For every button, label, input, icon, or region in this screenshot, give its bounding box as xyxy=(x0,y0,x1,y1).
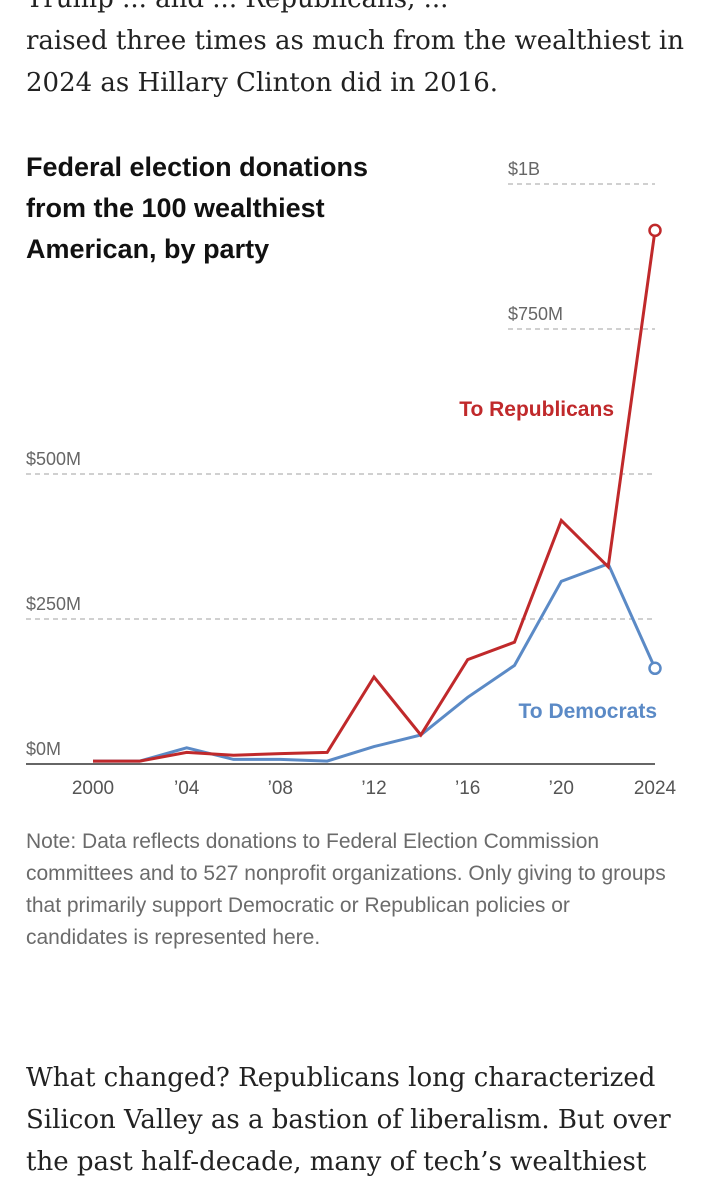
series-label-republicans: To Republicans xyxy=(459,398,614,421)
x-tick-label: ’08 xyxy=(268,778,293,799)
x-tick-label: ’16 xyxy=(455,778,480,799)
y-tick-label: $250M xyxy=(26,594,81,614)
series-endpoint-republicans xyxy=(648,223,662,238)
body-paragraph: What changed? Republicans long character… xyxy=(26,1063,671,1177)
y-tick-label: $500M xyxy=(26,449,81,469)
x-tick-label: ’04 xyxy=(174,778,200,799)
chart-title: Federal election donations from the 100 … xyxy=(26,152,369,264)
x-tick-label: ’20 xyxy=(549,778,574,799)
series-line-republicans xyxy=(93,230,657,763)
y-tick-label: $0M xyxy=(26,739,61,759)
series-line-democrats xyxy=(93,562,657,763)
intro-partial-line: Trump ... and ... Republicans, ... xyxy=(26,0,686,20)
intro-line-2: 2024 as Hillary Clinton did in 2016. xyxy=(26,68,499,98)
x-tick-label: 2000 xyxy=(72,778,114,799)
y-tick-label: $750M xyxy=(508,304,563,324)
chart-note: Note: Data reflects donations to Federal… xyxy=(26,830,666,949)
donations-line-chart: $0M $250M $500M $750M $1B 2000 ’04 ’08 ’12 ’16 ’20… xyxy=(26,159,677,799)
intro-line-1: raised three times as much from the weal… xyxy=(26,26,684,56)
series-endpoint-democrats xyxy=(648,661,662,676)
y-tick-label: $1B xyxy=(508,159,540,179)
intro-paragraph: Trump ... and ... Republicans, ... raise… xyxy=(26,0,686,104)
x-tick-label: ’12 xyxy=(361,778,386,799)
series-label-democrats: To Democrats xyxy=(519,700,657,723)
x-tick-label: 2024 xyxy=(634,778,677,799)
